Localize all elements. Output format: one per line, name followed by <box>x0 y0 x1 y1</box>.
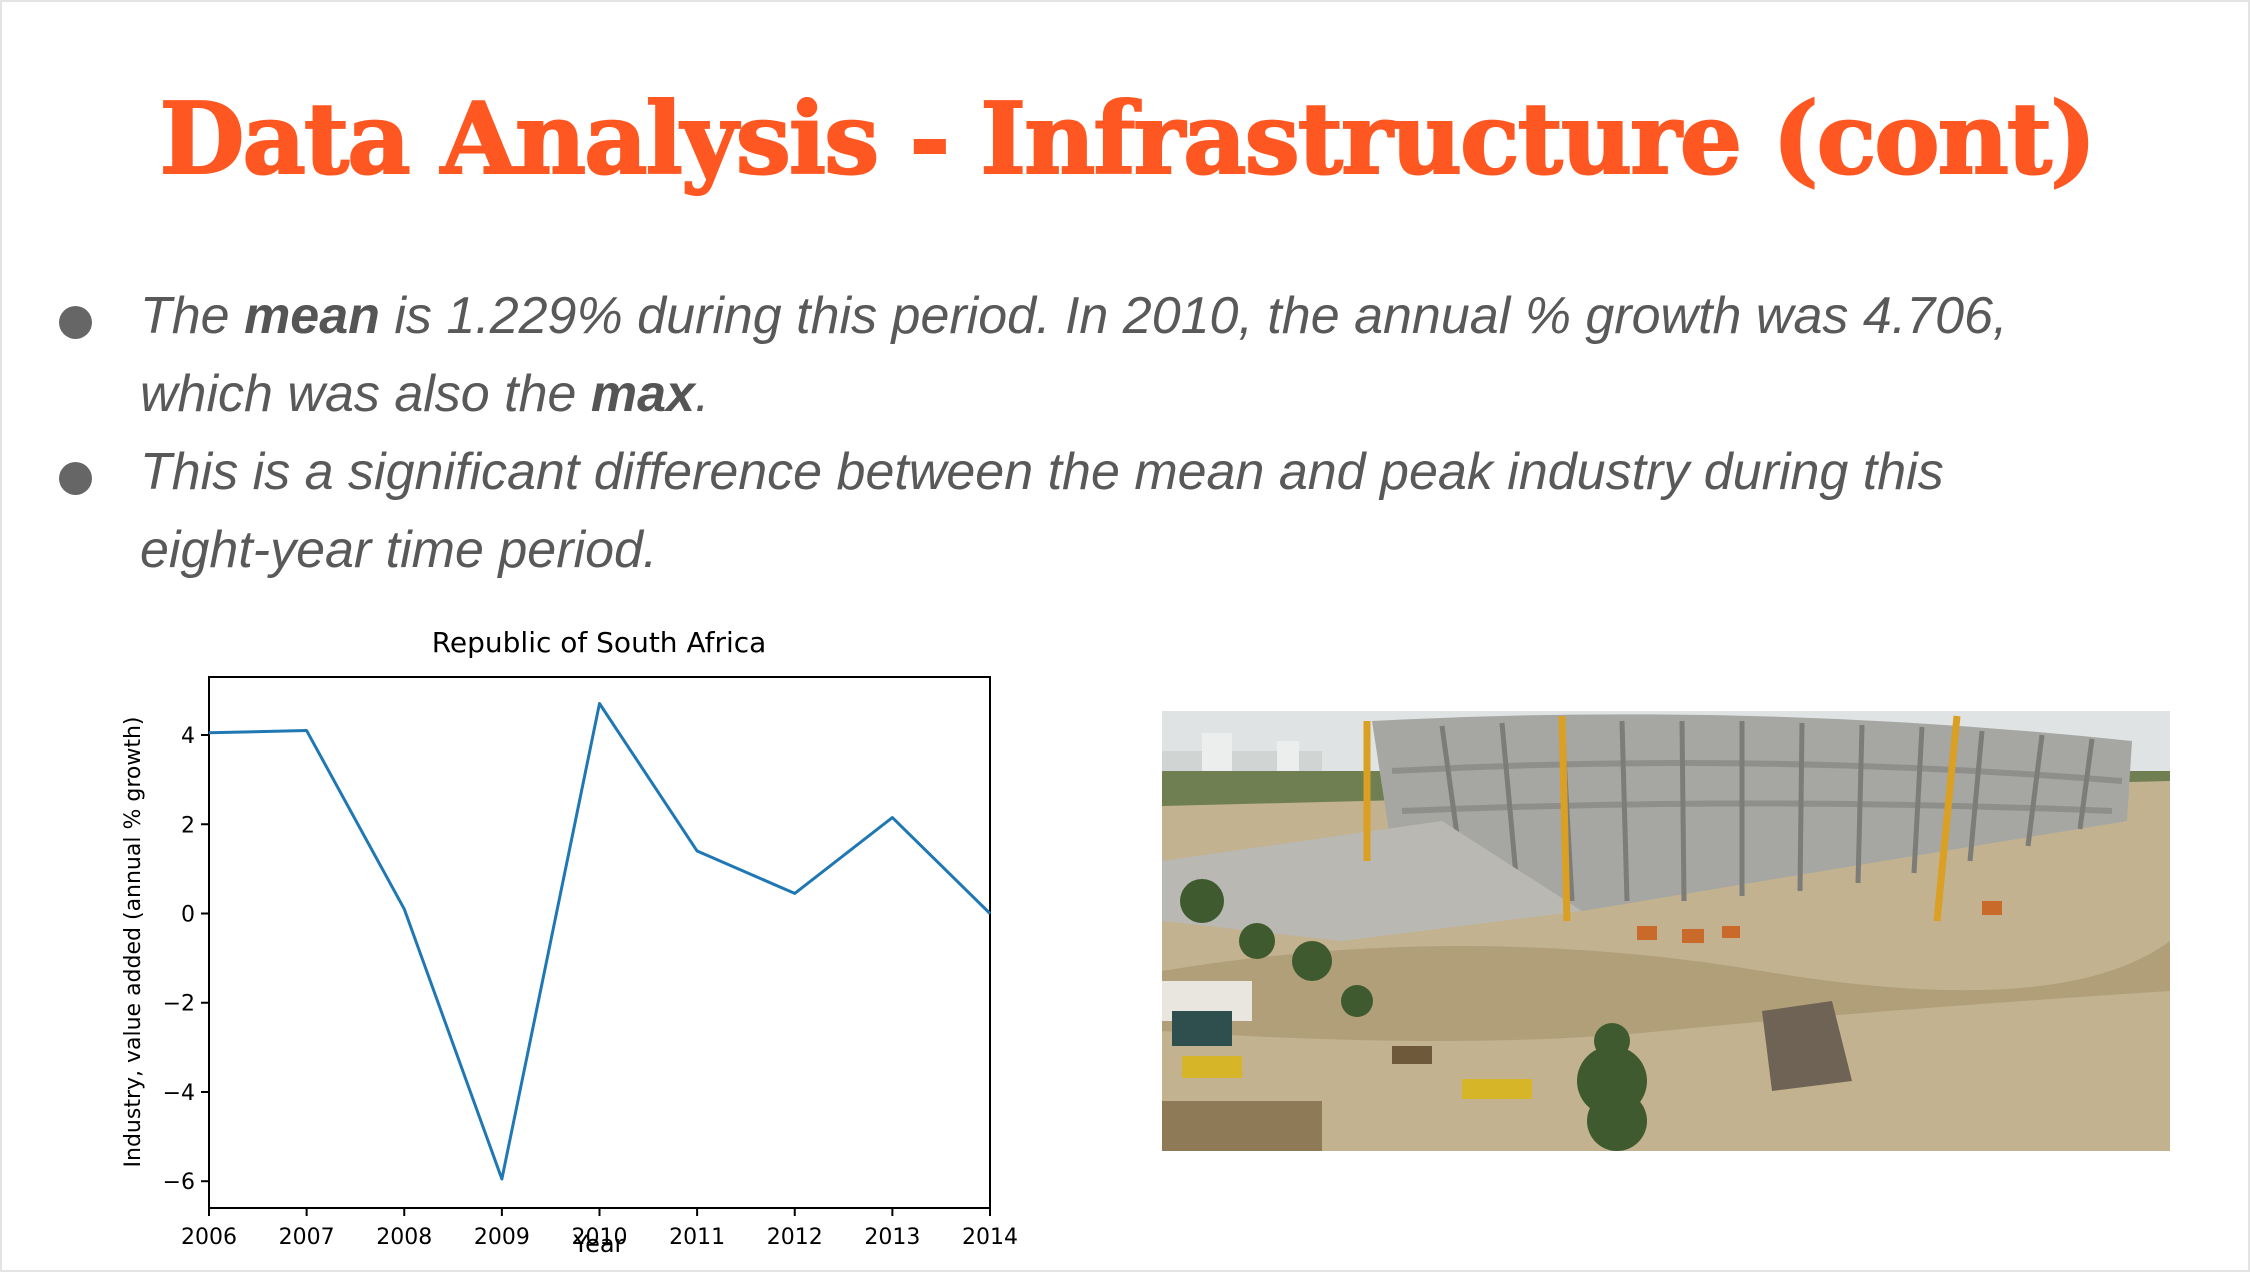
bullet-text-segment: is 1.229% during this period. In 2010, t… <box>379 287 2008 345</box>
y-tick-label: −4 <box>163 1081 195 1106</box>
x-tick-label: 2010 <box>572 1225 628 1250</box>
data-point <box>599 703 600 705</box>
data-point <box>501 1178 503 1180</box>
excavation-structure <box>1762 1001 1852 1091</box>
bullet-text-bold: mean <box>244 287 380 345</box>
debris-area <box>1162 1101 1322 1151</box>
bullet-text-continuation: which was also the max. <box>140 355 2140 433</box>
bullet-dot-icon <box>59 462 92 495</box>
truck-icon <box>1462 1079 1532 1099</box>
bullet-dot-icon <box>59 306 92 339</box>
plot-frame <box>208 676 991 1209</box>
x-tick-label: 2014 <box>962 1225 1018 1250</box>
x-axis: 2006 2007 2008 2009 2010 2011 2012 2013 2014 <box>181 1208 1018 1250</box>
data-point <box>208 732 210 734</box>
building <box>1277 741 1299 773</box>
truck-icon <box>1182 1056 1242 1078</box>
bullet-text: This is a significant difference between… <box>140 443 1944 501</box>
building <box>1202 733 1232 773</box>
concrete-deck <box>1162 821 1582 941</box>
stadium-columns <box>1439 720 2095 902</box>
site-hut <box>1172 1011 1232 1046</box>
y-tick-label: −2 <box>163 992 195 1017</box>
stadium-tier <box>1391 760 2123 784</box>
y-tick-label: 0 <box>181 902 195 927</box>
y-tick-label: −6 <box>163 1170 195 1195</box>
y-tick-label: 2 <box>181 813 195 838</box>
data-point <box>989 912 991 914</box>
stadium-tier <box>1401 800 2113 814</box>
truck-icon <box>1392 1046 1432 1064</box>
stadium-construction-photo <box>1162 711 2170 1151</box>
bullet-text-continuation: eight-year time period. <box>140 521 658 579</box>
crane-icon <box>1363 715 1961 922</box>
line-chart: Republic of South Africa 420−2−4−6 2006 2… <box>121 626 1018 1258</box>
machinery <box>1637 901 2002 943</box>
x-tick-label: 2008 <box>376 1225 432 1250</box>
y-tick-label: 4 <box>181 724 195 749</box>
x-tick-label: 2006 <box>181 1225 237 1250</box>
x-tick-label: 2009 <box>474 1225 530 1250</box>
data-point <box>403 908 405 910</box>
y-axis-label: Industry, value added (annual % growth) <box>121 717 146 1168</box>
bullet-text-segment: which was also the <box>140 365 591 423</box>
data-point <box>306 730 308 732</box>
data-point <box>696 850 698 852</box>
data-point <box>794 892 796 894</box>
series-layer <box>208 702 992 1181</box>
trees <box>1180 879 1647 1151</box>
bullet-text: The mean is 1.229% during this period. I… <box>140 277 2140 355</box>
y-axis: 4 2 0 −2 −4 −6 <box>163 724 209 1195</box>
x-tick-label: 2012 <box>767 1225 823 1250</box>
x-axis-label: Year <box>573 1230 625 1258</box>
x-tick-label: 2007 <box>279 1225 335 1250</box>
chart-title: Republic of South Africa <box>432 626 767 659</box>
x-tick-label: 2013 <box>864 1225 920 1250</box>
bullet-text-bold: max <box>590 365 695 423</box>
dirt-road <box>1162 941 2170 1041</box>
slide-title: Data Analysis - Infrastructure (cont) <box>158 81 2097 198</box>
data-point <box>891 817 893 819</box>
bullet-text-segment: . <box>694 365 710 423</box>
x-tick-label: 2011 <box>669 1225 725 1250</box>
bullet-text-segment: The <box>140 287 245 345</box>
